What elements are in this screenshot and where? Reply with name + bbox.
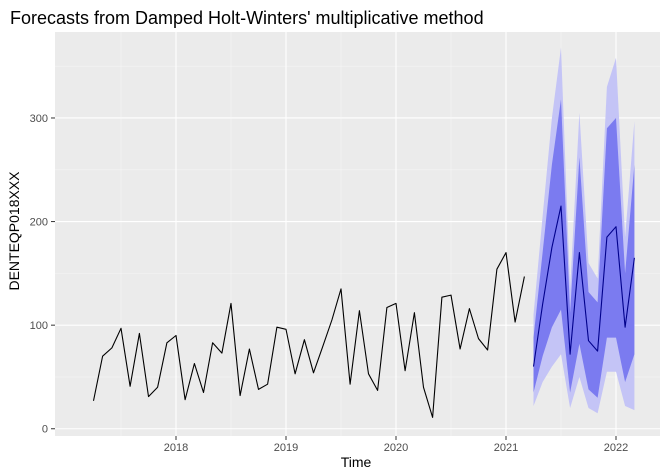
x-tick-label: 2020	[384, 442, 408, 454]
band-80	[533, 99, 635, 398]
y-tick-label: 100	[30, 320, 48, 332]
x-tick-label: 2019	[274, 442, 298, 454]
series-lines	[92, 205, 635, 418]
x-axis-title: Time	[341, 454, 372, 470]
y-tick-label: 200	[30, 217, 48, 229]
prediction-bands	[533, 47, 635, 414]
y-tick-label: 300	[30, 113, 48, 125]
x-tick-label: 2022	[604, 442, 628, 454]
chart-title: Forecasts from Damped Holt-Winters' mult…	[10, 8, 484, 28]
history-line	[92, 252, 525, 418]
x-tick-label: 2021	[494, 442, 518, 454]
x-axis: 2018 2019 2020 2021 2022	[164, 436, 628, 454]
grid-lines	[55, 32, 660, 436]
forecast-line	[532, 205, 635, 367]
y-tick-label: 0	[42, 424, 48, 436]
y-axis-title: DENTEQP018XXX	[6, 171, 22, 291]
y-axis: 0 100 200 300	[30, 113, 55, 436]
x-tick-label: 2018	[164, 442, 188, 454]
